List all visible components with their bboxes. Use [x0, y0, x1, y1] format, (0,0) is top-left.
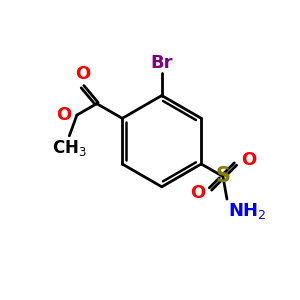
- Text: O: O: [190, 184, 205, 202]
- Text: O: O: [75, 65, 90, 83]
- Text: CH$_3$: CH$_3$: [52, 138, 87, 158]
- Text: Br: Br: [151, 54, 173, 72]
- Text: S: S: [215, 167, 230, 187]
- Text: O: O: [241, 151, 256, 169]
- Text: O: O: [56, 106, 72, 124]
- Text: NH$_2$: NH$_2$: [228, 202, 267, 221]
